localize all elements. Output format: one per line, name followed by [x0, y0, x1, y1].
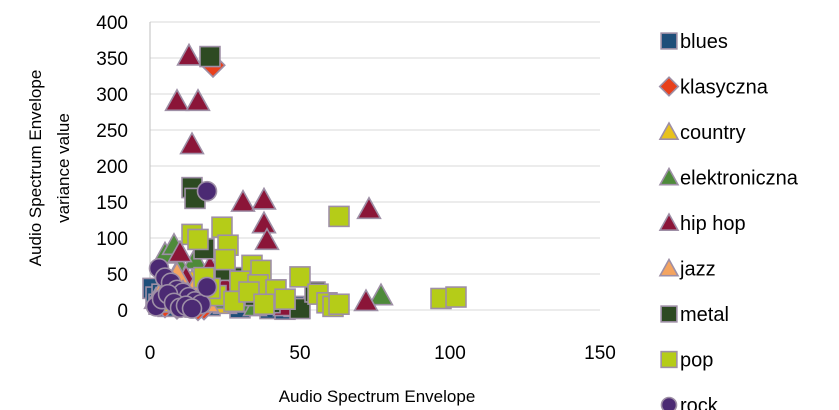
series-rock	[145, 180, 218, 319]
x-tick-label: 150	[584, 343, 616, 364]
y-tick-label: 250	[96, 121, 128, 142]
y-tick-label: 350	[96, 49, 128, 70]
legend-label: blues	[680, 31, 728, 53]
data-point	[187, 228, 209, 251]
y-tick-label: 300	[96, 85, 128, 106]
legend-label: rock	[680, 395, 719, 410]
data-point	[185, 88, 211, 112]
legend-label: klasyczna	[680, 77, 769, 99]
data-point	[353, 288, 379, 312]
y-tick-label: 400	[96, 13, 128, 34]
data-point	[181, 298, 203, 319]
data-point	[199, 45, 221, 68]
x-tick-label: 50	[289, 343, 310, 364]
data-point	[328, 293, 350, 316]
data-point	[251, 186, 277, 210]
data-point	[274, 288, 296, 310]
y-tick-label: 150	[96, 193, 128, 214]
y-tick-labels: 0 50 100 150 200 250 300 350 400	[96, 13, 128, 322]
y-tick-label: 50	[107, 265, 128, 286]
legend-label: pop	[680, 350, 713, 372]
y-tick-label: 100	[96, 229, 128, 250]
data-point	[289, 266, 311, 288]
data-point	[164, 88, 190, 112]
legend-label: elektroniczna	[680, 168, 799, 190]
legend-marker	[658, 257, 680, 277]
data-point	[176, 42, 202, 66]
x-tick-labels: 0 50 100 150	[145, 343, 616, 364]
legend-marker	[660, 396, 678, 410]
x-tick-label: 100	[434, 343, 466, 364]
legend-label: hip hop	[680, 213, 746, 235]
data-point	[368, 282, 394, 306]
data-point	[211, 216, 233, 238]
legend-marker	[658, 76, 680, 97]
legend-marker	[658, 166, 680, 186]
data-point	[214, 248, 236, 271]
legend-marker	[660, 32, 678, 50]
legend-marker	[660, 305, 678, 323]
data-point	[328, 205, 350, 228]
legend-label: metal	[680, 304, 729, 326]
series-pop	[181, 205, 467, 318]
data-points	[142, 42, 467, 322]
legend: blues klasyczna country elektroniczna hip ho…	[658, 31, 799, 410]
legend-label: jazz	[679, 259, 716, 281]
data-point	[445, 286, 467, 308]
data-point	[167, 239, 193, 263]
legend-label: country	[680, 122, 746, 144]
y-axis-label-line-1: Audio Spectrum Envelope	[26, 70, 45, 267]
data-point	[196, 276, 218, 298]
y-tick-label: 0	[117, 301, 128, 322]
x-tick-label: 0	[145, 343, 156, 364]
y-axis-label-line-2: variance value	[54, 113, 73, 223]
data-point	[179, 131, 205, 155]
data-point	[253, 293, 275, 316]
x-axis-label: Audio Spectrum Envelope	[279, 387, 476, 406]
legend-marker	[658, 121, 680, 140]
data-point	[251, 210, 277, 234]
legend-marker	[658, 212, 680, 231]
data-point	[196, 180, 218, 202]
data-point	[230, 188, 256, 212]
data-point	[254, 227, 280, 251]
legend-marker	[660, 350, 678, 369]
data-point	[356, 196, 382, 220]
y-tick-label: 200	[96, 157, 128, 178]
